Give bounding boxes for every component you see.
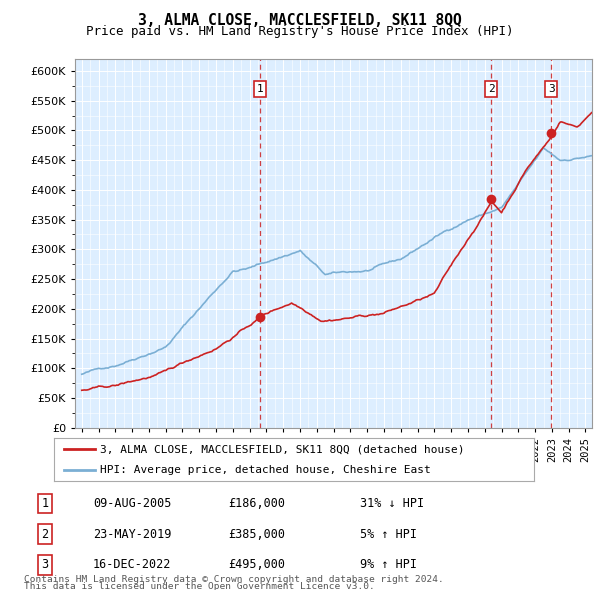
Text: 31% ↓ HPI: 31% ↓ HPI — [360, 497, 424, 510]
Text: 2: 2 — [488, 84, 494, 94]
Text: 3: 3 — [548, 84, 554, 94]
Text: £186,000: £186,000 — [228, 497, 285, 510]
Text: 3, ALMA CLOSE, MACCLESFIELD, SK11 8QQ: 3, ALMA CLOSE, MACCLESFIELD, SK11 8QQ — [138, 13, 462, 28]
Text: 9% ↑ HPI: 9% ↑ HPI — [360, 559, 417, 572]
Text: 16-DEC-2022: 16-DEC-2022 — [93, 559, 172, 572]
Text: 1: 1 — [256, 84, 263, 94]
Text: 3, ALMA CLOSE, MACCLESFIELD, SK11 8QQ (detached house): 3, ALMA CLOSE, MACCLESFIELD, SK11 8QQ (d… — [100, 444, 464, 454]
Text: 1: 1 — [41, 497, 49, 510]
Text: 09-AUG-2005: 09-AUG-2005 — [93, 497, 172, 510]
Text: £495,000: £495,000 — [228, 559, 285, 572]
Text: 2: 2 — [41, 528, 49, 541]
Text: HPI: Average price, detached house, Cheshire East: HPI: Average price, detached house, Ches… — [100, 465, 430, 475]
Text: 5% ↑ HPI: 5% ↑ HPI — [360, 528, 417, 541]
Text: Contains HM Land Registry data © Crown copyright and database right 2024.: Contains HM Land Registry data © Crown c… — [24, 575, 444, 584]
Text: 23-MAY-2019: 23-MAY-2019 — [93, 528, 172, 541]
Text: Price paid vs. HM Land Registry's House Price Index (HPI): Price paid vs. HM Land Registry's House … — [86, 25, 514, 38]
Text: This data is licensed under the Open Government Licence v3.0.: This data is licensed under the Open Gov… — [24, 582, 375, 590]
Text: 3: 3 — [41, 559, 49, 572]
Text: £385,000: £385,000 — [228, 528, 285, 541]
